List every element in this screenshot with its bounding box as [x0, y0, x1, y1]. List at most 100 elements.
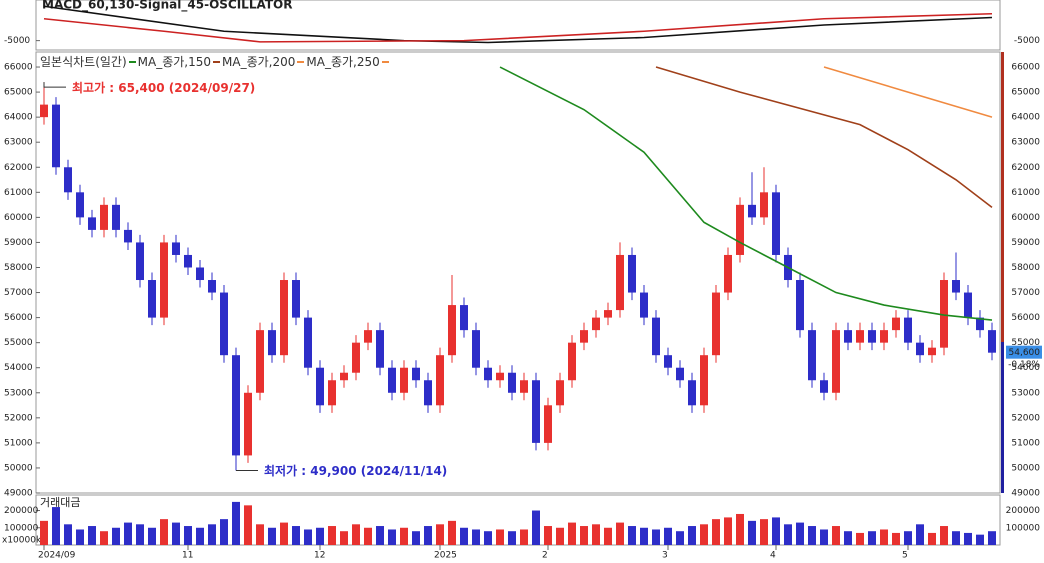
volume-bar: [568, 522, 576, 545]
volume-bar: [172, 522, 180, 545]
y-tick-label-right: 64000: [1011, 113, 1040, 123]
x-tick-label: 2024/09: [38, 551, 76, 561]
volume-unit: x10000k: [2, 536, 42, 546]
macd-tick-label: -5000: [4, 36, 30, 46]
ma-line: [655, 66, 993, 208]
volume-bar: [784, 524, 792, 545]
volume-bar: [280, 522, 288, 545]
y-tick-label: 52000: [4, 413, 33, 423]
y-tick-label: 57000: [4, 288, 33, 298]
volume-bar: [772, 517, 780, 545]
volume-bar: [700, 524, 708, 545]
volume-bar: [400, 527, 408, 545]
y-tick-label: 50000: [4, 463, 33, 473]
candle-body: [808, 330, 816, 381]
y-tick-label-right: 53000: [1011, 388, 1040, 398]
last-price-label: 54,600: [1009, 348, 1041, 358]
y-tick-label-right: 62000: [1011, 163, 1040, 173]
annotation: 최고가 : 65,400 (2024/09/27): [72, 81, 256, 96]
y-tick-label: 66000: [4, 63, 33, 73]
volume-bar: [964, 532, 972, 545]
candle-body: [832, 330, 840, 393]
y-tick-label-right: 54000: [1011, 363, 1040, 373]
candle-body: [580, 330, 588, 343]
volume-bar: [472, 529, 480, 545]
candle-body: [844, 330, 852, 343]
legend-entry: MA_종가,200: [222, 55, 296, 69]
candle-body: [796, 280, 804, 331]
volume-bar: [52, 507, 60, 545]
volume-bar: [196, 527, 204, 545]
legend-separator: [128, 60, 136, 63]
candle-body: [388, 367, 396, 393]
volume-bar: [340, 531, 348, 545]
candle-body: [160, 242, 168, 318]
candle-body: [664, 355, 672, 368]
candle-body: [820, 380, 828, 393]
volume-bar: [88, 526, 96, 545]
candle-body: [124, 229, 132, 243]
y-tick-label-right: 60000: [1011, 213, 1040, 223]
legend: 일본식차트(일간) MA_종가,150 MA_종가,200 MA_종가,250: [40, 53, 391, 70]
candle-body: [964, 292, 972, 318]
volume-bar: [508, 531, 516, 545]
y-tick-label-right: 51000: [1011, 438, 1040, 448]
y-tick-label: 56000: [4, 313, 33, 323]
legend-separator: [381, 60, 389, 63]
y-tick-label: 53000: [4, 388, 33, 398]
ma-line: [499, 66, 993, 321]
candle-body: [352, 342, 360, 373]
candle-body: [688, 380, 696, 406]
candle-body: [772, 192, 780, 255]
candle-body: [760, 192, 768, 218]
volume-bar: [832, 526, 840, 545]
volume-bar: [808, 526, 816, 545]
x-tick-label: 2: [542, 551, 548, 561]
legend-entry: MA_종가,150: [137, 55, 212, 69]
volume-bar: [364, 527, 372, 545]
candle-body: [172, 242, 180, 255]
volume-bar: [640, 527, 648, 545]
candle-body: [64, 167, 72, 193]
volume-bar: [412, 531, 420, 545]
candle-body: [736, 204, 744, 255]
volume-bar: [232, 501, 240, 545]
candle-body: [544, 405, 552, 443]
volume-bar: [316, 527, 324, 545]
candle-body: [112, 204, 120, 230]
volume-bar: [304, 529, 312, 545]
macd-panel: [35, 0, 1001, 51]
candle-body: [472, 330, 480, 368]
x-tick-label: 5: [902, 551, 908, 561]
volume-bar: [292, 526, 300, 545]
volume-bar: [448, 520, 456, 545]
volume-bar: [892, 532, 900, 545]
volume-bar: [736, 513, 744, 545]
candle-body: [76, 192, 84, 218]
volume-bar: [424, 526, 432, 545]
y-tick-label: 51000: [4, 438, 33, 448]
candle-body: [232, 355, 240, 456]
axis-bar-up: [1001, 52, 1004, 342]
volume-bar: [844, 531, 852, 545]
volume-bar: [820, 529, 828, 545]
y-tick-label: 58000: [4, 263, 33, 273]
x-tick-label: 11: [182, 551, 193, 561]
candle-body: [52, 104, 60, 168]
y-tick-label: 61000: [4, 188, 33, 198]
candle-body: [40, 104, 48, 118]
volume-bar: [520, 529, 528, 545]
volume-bar: [76, 529, 84, 545]
candle-body: [640, 292, 648, 318]
candle-body: [976, 317, 984, 331]
candle-body: [376, 330, 384, 368]
candle-body: [568, 342, 576, 381]
candle-body: [988, 330, 996, 353]
volume-bar: [904, 531, 912, 545]
volume-bar: [652, 529, 660, 545]
volume-bar: [460, 527, 468, 545]
price-panel: [35, 51, 1001, 494]
volume-bar: [616, 522, 624, 545]
volume-bar: [328, 526, 336, 545]
